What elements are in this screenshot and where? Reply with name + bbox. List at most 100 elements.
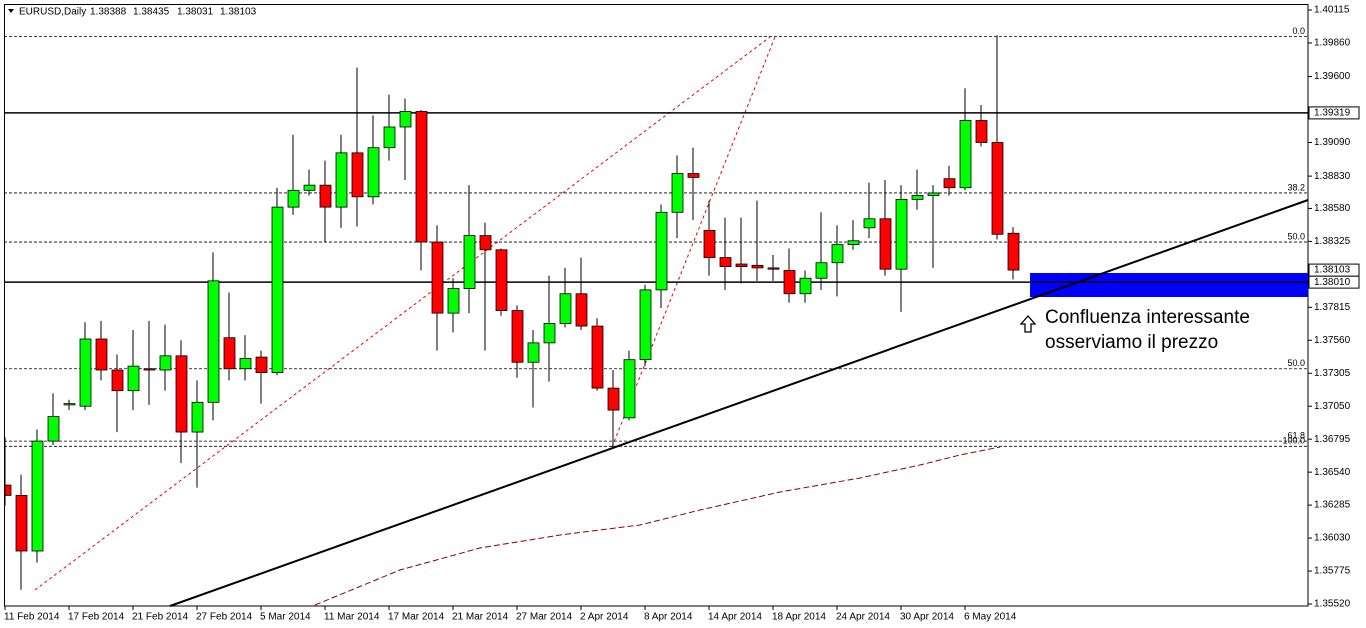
candle-body	[719, 257, 732, 268]
candle-body	[255, 356, 268, 374]
candle-body	[783, 270, 796, 295]
x-tick-label: 17 Mar 2014	[388, 612, 445, 623]
candle-body	[543, 323, 556, 344]
candle-body	[767, 267, 780, 270]
y-tick-label: 1.37305	[1314, 368, 1351, 379]
candle-body	[639, 289, 652, 361]
y-tick-label: 1.35775	[1314, 566, 1351, 577]
fib-line	[611, 36, 776, 448]
x-tick-label: 30 Apr 2014	[900, 612, 954, 623]
candle-body	[431, 241, 444, 314]
candle-body	[47, 416, 60, 442]
candle-body	[271, 206, 284, 374]
candle-body	[591, 325, 604, 389]
y-tick-label: 1.36540	[1314, 467, 1351, 478]
x-tick-label: 14 Apr 2014	[708, 612, 762, 623]
fib-label: 50.0	[1287, 358, 1305, 368]
trendline	[169, 199, 1309, 607]
candle-body	[575, 293, 588, 327]
candle-body	[223, 337, 236, 370]
y-tick-label: 1.39090	[1314, 137, 1351, 148]
x-tick-label: 11 Feb 2014	[4, 612, 60, 623]
moving-average	[314, 446, 1001, 606]
candle-body	[351, 152, 364, 198]
candle-body	[111, 369, 124, 392]
annotation: osserviamo il prezzo	[1045, 332, 1218, 353]
candle-body	[879, 218, 892, 270]
x-tick-label: 8 Apr 2014	[644, 612, 693, 623]
y-tick-label: 1.37560	[1314, 335, 1351, 346]
candle-body	[79, 338, 92, 407]
x-tick-label: 21 Feb 2014	[132, 612, 189, 623]
candle-body	[207, 280, 220, 403]
candle-body	[943, 178, 956, 189]
y-tick-label: 1.38830	[1314, 171, 1351, 182]
x-tick-label: 27 Feb 2014	[196, 612, 253, 623]
fib-label: 100.0	[1282, 436, 1305, 446]
y-tick-label: 1.39600	[1314, 71, 1351, 82]
candle-body	[95, 338, 108, 371]
candle-body	[735, 263, 748, 268]
y-tick-label: 1.38325	[1314, 236, 1351, 247]
candle-body	[607, 387, 620, 411]
candle-body	[175, 355, 188, 433]
y-tick-label: 1.35520	[1314, 599, 1351, 610]
y-tick-label: 1.37815	[1314, 302, 1351, 313]
candle-body	[895, 198, 908, 270]
candle-body	[559, 293, 572, 324]
candle-body	[959, 120, 972, 189]
candle-body	[623, 359, 636, 419]
y-tick-label: 1.39860	[1314, 38, 1351, 49]
candle-body	[463, 235, 476, 289]
x-tick-label: 5 Mar 2014	[260, 612, 311, 623]
zone	[1030, 273, 1308, 297]
candle-body	[143, 368, 156, 371]
y-tick-label: 1.40115	[1314, 5, 1350, 16]
candle-body	[751, 264, 764, 269]
x-tick-label: 11 Mar 2014	[324, 612, 380, 623]
candle-body	[671, 173, 684, 213]
price-label: 1.38010	[1314, 277, 1351, 288]
candle-body	[191, 401, 204, 433]
close-value: 1.38103	[220, 7, 257, 18]
candle-body	[479, 235, 492, 251]
y-tick-label: 1.36285	[1314, 500, 1351, 511]
x-tick-label: 17 Feb 2014	[68, 612, 125, 623]
candle-body	[367, 147, 380, 198]
candle-body	[975, 120, 988, 143]
candle-body	[383, 126, 396, 149]
y-tick-label: 1.38580	[1314, 203, 1351, 214]
candle-body	[303, 184, 316, 191]
high-value: 1.38435	[133, 7, 170, 18]
candle-body	[799, 277, 812, 295]
fib-label: 61.8	[1287, 430, 1305, 440]
candle-body	[927, 192, 940, 196]
candle-body	[399, 111, 412, 128]
y-tick-label: 1.36795	[1314, 434, 1351, 445]
candle-body	[687, 173, 700, 178]
x-tick-label: 27 Mar 2014	[516, 612, 573, 623]
candle-body	[847, 240, 860, 246]
x-tick-label: 24 Apr 2014	[836, 612, 890, 623]
price-label: 1.38103	[1314, 265, 1351, 276]
candle-body	[703, 230, 716, 258]
price-label: 1.39319	[1314, 108, 1351, 119]
candle-body	[655, 211, 668, 291]
annotation: Confluenza interessante	[1045, 307, 1250, 328]
candle-body	[911, 195, 924, 200]
candle-body	[287, 189, 300, 208]
price-box	[1308, 263, 1360, 277]
candle-body	[991, 142, 1004, 235]
x-tick-label: 6 May 2014	[964, 612, 1017, 623]
fib-label: 50.0	[1287, 231, 1305, 241]
candle-body	[447, 288, 460, 314]
candle-body	[159, 355, 172, 371]
candle-body	[31, 440, 44, 552]
candle-body	[319, 184, 332, 208]
candle-body	[15, 495, 28, 552]
candle-body	[415, 111, 428, 243]
candle-body	[127, 365, 140, 392]
